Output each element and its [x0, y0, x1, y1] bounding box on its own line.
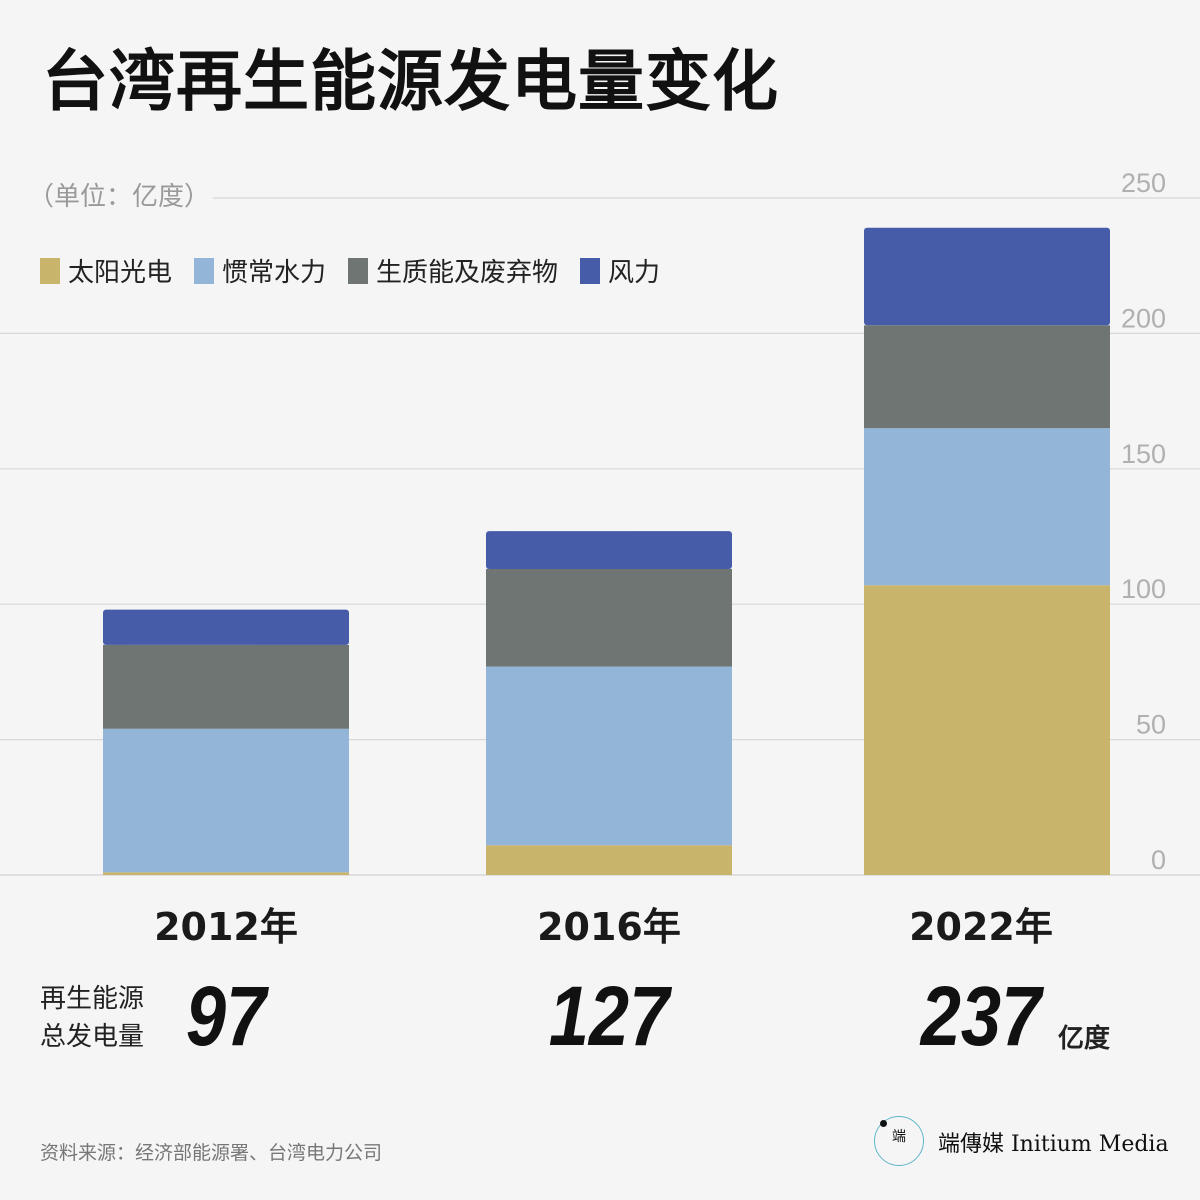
total-value-2016: 127 [548, 969, 670, 1063]
x-category-label: 2012年 [154, 905, 298, 949]
logo-glyph: 端 [892, 1129, 906, 1145]
logo-dot [880, 1120, 887, 1127]
legend-item: 太阳光电 [40, 252, 172, 289]
bar-2012年-太阳光电 [103, 872, 349, 875]
bar-2022年-惯常水力 [864, 428, 1110, 586]
bar-2016年-生质能及废弃物 [486, 568, 732, 667]
y-tick-label: 50 [1136, 710, 1166, 740]
legend-label: 太阳光电 [68, 258, 173, 288]
y-tick-label: 250 [1121, 168, 1166, 198]
bar-2016年-惯常水力 [486, 666, 732, 846]
chart-title: 台湾再生能源发电量变化 [42, 43, 779, 120]
legend-label: 惯常水力 [222, 258, 327, 288]
legend-item: 惯常水力 [194, 252, 326, 289]
source-note: 资料来源：经济部能源署、台湾电力公司 [40, 1142, 383, 1164]
x-category-label: 2022年 [909, 905, 1053, 949]
totals-unit: 亿度 [1058, 1024, 1111, 1054]
y-tick-label: 100 [1121, 574, 1166, 604]
totals-label-line1: 再生能源 [40, 984, 145, 1014]
y-tick-label: 200 [1121, 303, 1166, 333]
legend-swatch [40, 257, 60, 284]
unit-label: （单位：亿度） [28, 182, 211, 212]
legend-swatch [348, 257, 369, 284]
bar-2012年-生质能及废弃物 [103, 644, 349, 729]
legend-label: 生质能及废弃物 [376, 258, 559, 288]
legend-swatch [194, 257, 215, 284]
bar-2012年-惯常水力 [103, 728, 349, 873]
chart-plot: 0 50 100 150 200 250 [0, 168, 1200, 876]
brand-name: 端傳媒 Initium Media [938, 1132, 1169, 1157]
total-value-2022: 237 [920, 969, 1042, 1063]
legend: 太阳光电 惯常水力 生质能及废弃物 风力 [40, 252, 660, 289]
y-tick-label: 150 [1121, 439, 1166, 469]
bar-2022年-风力 [864, 227, 1110, 326]
legend-item: 风力 [580, 252, 660, 289]
total-value-2012: 97 [185, 969, 267, 1063]
legend-label: 风力 [608, 258, 661, 288]
totals-label: 再生能源 总发电量 [40, 980, 144, 1056]
legend-item: 生质能及废弃物 [348, 252, 558, 289]
bar-2016年-太阳光电 [486, 845, 732, 875]
bar-2022年-生质能及废弃物 [864, 325, 1110, 429]
x-category-label: 2016年 [537, 905, 681, 949]
bar-2012年-风力 [103, 609, 349, 645]
y-tick-label: 0 [1151, 845, 1166, 875]
totals-label-line2: 总发电量 [40, 1022, 145, 1052]
legend-swatch [580, 257, 601, 284]
bar-2016年-风力 [486, 531, 732, 569]
initium-logo-icon: 端 [874, 1116, 924, 1166]
bar-2022年-太阳光电 [864, 585, 1110, 875]
